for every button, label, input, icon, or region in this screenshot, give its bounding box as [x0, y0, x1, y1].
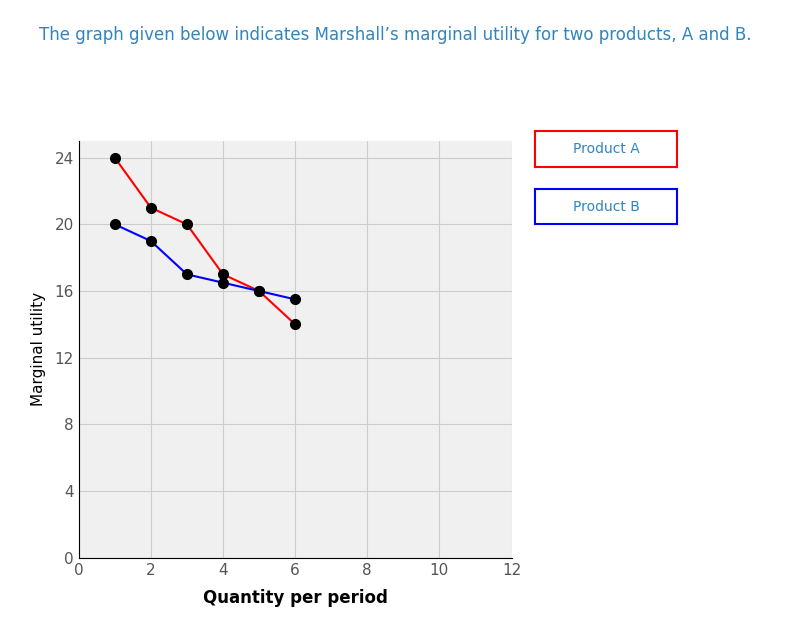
Y-axis label: Marginal utility: Marginal utility [31, 292, 46, 406]
Text: Product B: Product B [573, 200, 639, 213]
Text: Product A: Product A [573, 142, 639, 156]
X-axis label: Quantity per period: Quantity per period [203, 588, 387, 606]
Text: The graph given below indicates Marshall’s marginal utility for two products, A : The graph given below indicates Marshall… [39, 26, 752, 44]
